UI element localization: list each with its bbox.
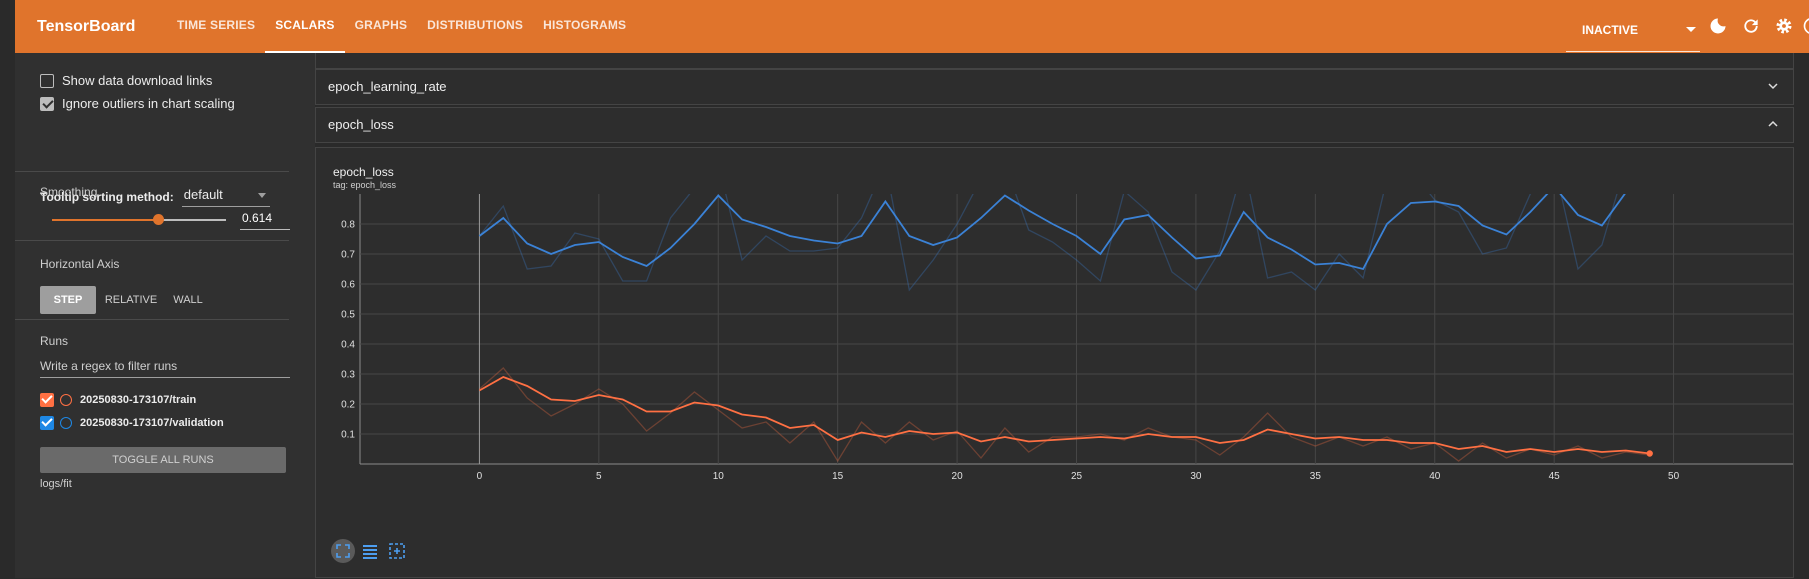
- group-header-epoch-learning-rate[interactable]: epoch_learning_rate: [315, 69, 1794, 105]
- x-tick-label: 35: [1310, 471, 1322, 482]
- chevron-down-icon: [1686, 27, 1696, 32]
- settings-icon[interactable]: [1774, 16, 1794, 36]
- x-tick-label: 20: [952, 471, 964, 482]
- smoothing-slider-fill: [52, 219, 159, 221]
- run-row-validation[interactable]: 20250830-173107/validation: [40, 416, 224, 430]
- horizontal-axis-label: Horizontal Axis: [40, 257, 119, 271]
- run-radio-validation[interactable]: [60, 417, 72, 429]
- divider: [15, 171, 289, 172]
- run-name-validation: 20250830-173107/validation: [80, 417, 224, 429]
- top-app-bar: TensorBoard TIME SERIES SCALARS GRAPHS D…: [15, 0, 1809, 53]
- tab-time-series[interactable]: TIME SERIES: [167, 0, 265, 53]
- x-tick-label: 30: [1190, 471, 1202, 482]
- previous-group-edge: [315, 53, 1794, 69]
- run-name-train: 20250830-173107/train: [80, 394, 196, 406]
- ignore-outliers-row[interactable]: Ignore outliers in chart scaling: [40, 96, 235, 111]
- train-last-point: [1647, 450, 1653, 456]
- select-zoom-icon[interactable]: [385, 539, 409, 563]
- chevron-down-icon: [1767, 80, 1779, 92]
- tab-distributions[interactable]: DISTRIBUTIONS: [417, 0, 533, 53]
- toggle-log-scale-icon[interactable]: [358, 539, 382, 563]
- group-title: epoch_learning_rate: [328, 79, 447, 94]
- y-tick-label: 0.7: [341, 250, 355, 261]
- y-axis-ticks: 0.1 0.2 0.3 0.4 0.5 0.6 0.7 0.8: [341, 220, 355, 441]
- ignore-outliers-checkbox[interactable]: [40, 97, 54, 111]
- axis-step-button[interactable]: STEP: [40, 286, 96, 314]
- smoothing-slider-thumb[interactable]: [153, 214, 164, 225]
- x-tick-label: 5: [596, 471, 602, 482]
- help-icon[interactable]: ?: [1802, 16, 1809, 36]
- show-download-links-checkbox[interactable]: [40, 74, 54, 88]
- y-tick-label: 0.8: [341, 220, 355, 231]
- run-checkbox-validation[interactable]: [40, 416, 54, 430]
- chevron-up-icon: [1767, 118, 1779, 130]
- brand-title: TensorBoard: [37, 18, 167, 36]
- toggle-all-runs-button[interactable]: TOGGLE ALL RUNS: [40, 447, 286, 473]
- y-tick-label: 0.3: [341, 370, 355, 381]
- tab-graphs[interactable]: GRAPHS: [345, 0, 418, 53]
- fit-domain-icon[interactable]: [331, 539, 355, 563]
- runs-label: Runs: [40, 334, 68, 348]
- group-header-epoch-loss[interactable]: epoch_loss: [315, 107, 1794, 143]
- show-download-links-label: Show data download links: [62, 73, 212, 88]
- chevron-down-icon: [258, 193, 266, 198]
- tooltip-sorting-value: default: [184, 187, 223, 202]
- tooltip-sorting-select[interactable]: default: [182, 187, 270, 207]
- group-title: epoch_loss: [328, 117, 394, 132]
- chart-series: [479, 164, 1653, 461]
- ignore-outliers-label: Ignore outliers in chart scaling: [62, 96, 235, 111]
- x-tick-label: 45: [1549, 471, 1561, 482]
- logdir-label: logs/fit: [40, 478, 72, 490]
- y-tick-label: 0.6: [341, 280, 355, 291]
- smoothed-line-validation: [479, 187, 1625, 270]
- x-tick-label: 15: [832, 471, 844, 482]
- axis-wall-button[interactable]: WALL: [165, 286, 211, 314]
- dark-mode-icon[interactable]: [1708, 16, 1728, 36]
- tab-scalars[interactable]: SCALARS: [265, 0, 344, 53]
- y-tick-label: 0.4: [341, 340, 355, 351]
- run-radio-train[interactable]: [60, 394, 72, 406]
- raw-line-validation: [479, 164, 1625, 290]
- reload-icon[interactable]: [1741, 16, 1761, 36]
- chart-grid: [360, 194, 1793, 464]
- plugin-select-value: INACTIVE: [1582, 23, 1638, 37]
- smoothing-label: Smoothing: [40, 185, 97, 199]
- axis-relative-button[interactable]: RELATIVE: [102, 286, 160, 314]
- smoothing-value-input[interactable]: 0.614: [240, 209, 290, 230]
- divider: [15, 319, 289, 320]
- run-row-train[interactable]: 20250830-173107/train: [40, 393, 196, 407]
- x-tick-label: 0: [477, 471, 483, 482]
- line-chart[interactable]: 0.1 0.2 0.3 0.4 0.5 0.6 0.7 0.8 0 5 10 15 20 25 30 35 4…: [316, 148, 1793, 579]
- x-tick-label: 40: [1429, 471, 1441, 482]
- x-axis-ticks: 0 5 10 15 20 25 30 35 40 45 50: [477, 471, 1680, 482]
- y-tick-label: 0.5: [341, 310, 355, 321]
- sidebar: Show data download links Ignore outliers…: [15, 53, 315, 578]
- x-tick-label: 10: [713, 471, 725, 482]
- main-content: epoch_learning_rate epoch_loss epoch_los…: [315, 53, 1809, 578]
- plugin-select[interactable]: INACTIVE: [1566, 8, 1700, 52]
- show-download-links-row[interactable]: Show data download links: [40, 73, 212, 88]
- y-tick-label: 0.2: [341, 400, 355, 411]
- y-tick-label: 0.1: [341, 430, 355, 441]
- run-filter-input[interactable]: Write a regex to filter runs: [40, 358, 290, 378]
- x-tick-label: 25: [1071, 471, 1083, 482]
- run-checkbox-train[interactable]: [40, 393, 54, 407]
- smoothed-line-train: [479, 377, 1649, 454]
- divider: [15, 240, 289, 241]
- tab-histograms[interactable]: HISTOGRAMS: [533, 0, 636, 53]
- x-tick-label: 50: [1668, 471, 1680, 482]
